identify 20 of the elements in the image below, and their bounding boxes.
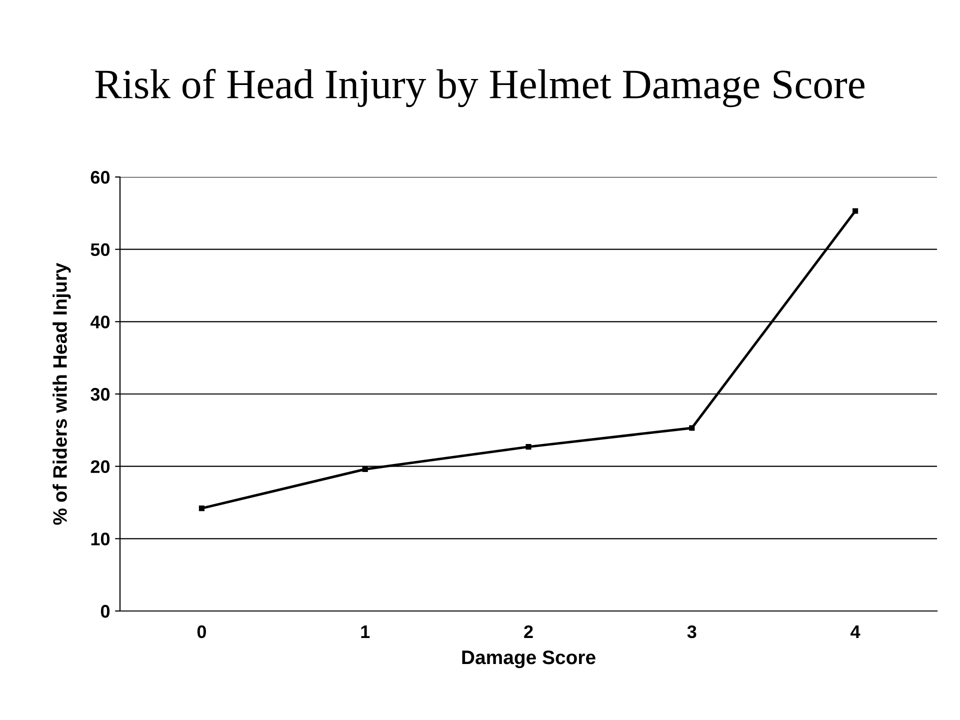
x-tick-label: 4	[850, 626, 860, 638]
x-axis-title: Damage Score	[462, 650, 596, 668]
x-tick-label: 1	[361, 626, 370, 638]
x-tick-label: 3	[687, 625, 696, 638]
y-tick-label: 30	[90, 388, 110, 401]
point	[526, 444, 532, 450]
x-tick-label: 2	[524, 625, 533, 638]
point	[198, 506, 204, 512]
y-axis-title: % of Riders with Head Injury	[52, 262, 71, 525]
y-tick-label: 0	[100, 604, 110, 618]
x-tick-label: 0	[197, 625, 206, 638]
point	[362, 466, 368, 472]
y-tick-label: 20	[90, 460, 110, 474]
y-tick-label: 40	[90, 316, 110, 328]
y-tick-label: 50	[90, 243, 110, 256]
y-tick-label: 10	[91, 532, 110, 546]
y-tick-label: 60	[90, 170, 110, 184]
chart-title: Risk of Head Injury by Helmet Damage Score	[95, 68, 864, 108]
point	[852, 208, 858, 214]
point	[689, 425, 695, 431]
